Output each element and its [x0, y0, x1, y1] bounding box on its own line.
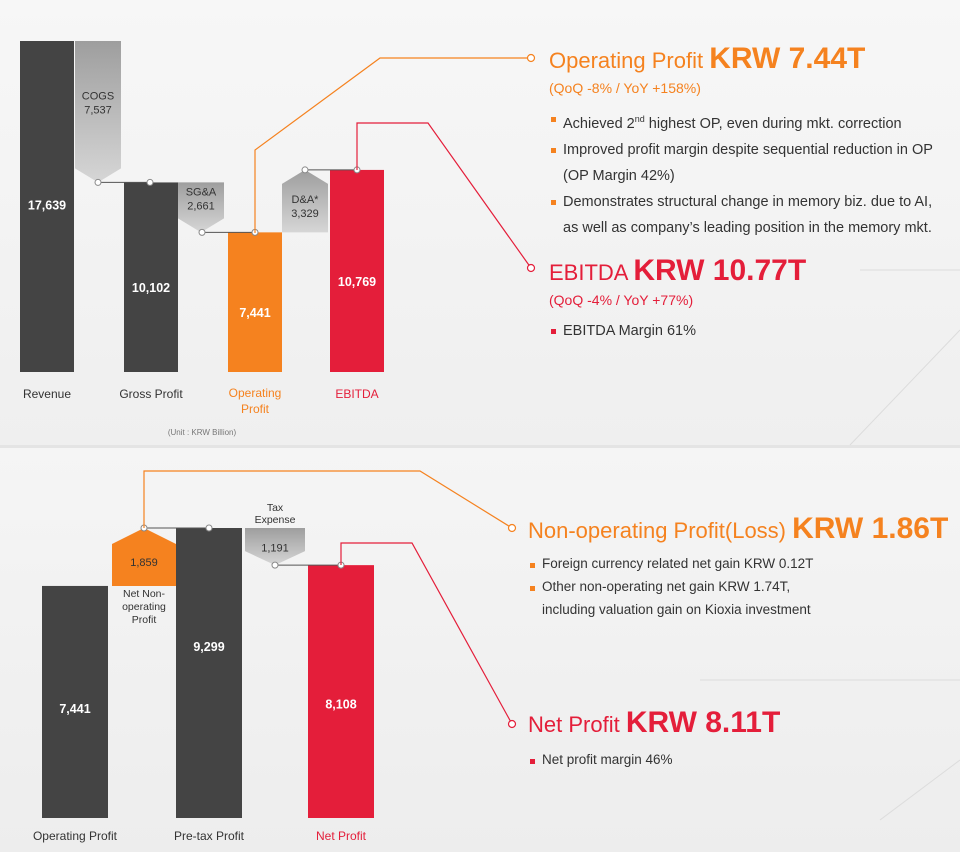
- bottom-step-value: 1,859: [130, 557, 158, 569]
- bottom-bar-value-label: 8,108: [325, 698, 356, 712]
- bottom-panel: [0, 448, 960, 852]
- op-growth: (QoQ -8% / YoY +158%): [549, 80, 701, 96]
- top-step-value: 3,329: [291, 208, 319, 220]
- net-leader-dot: [507, 719, 517, 729]
- bottom-category-label: Net Profit: [316, 829, 367, 843]
- net-bullet: Net profit margin 46%: [528, 748, 780, 771]
- nonop-headline: Non-operating Profit(Loss) KRW 1.86T: [528, 512, 948, 546]
- ebitda-title-label: EBITDA: [549, 260, 634, 285]
- top-category-label: Revenue: [23, 387, 71, 401]
- op-bullet: Improved profit margin despite sequentia…: [549, 137, 933, 163]
- top-category-label: EBITDA: [335, 387, 378, 401]
- bottom-bar-2: [308, 565, 374, 818]
- op-bullet: as well as company’s leading position in…: [563, 219, 932, 236]
- top-bar-0: [20, 41, 74, 372]
- top-bar-3: [330, 169, 384, 372]
- op-headline: Operating Profit KRW 7.44T: [549, 42, 933, 76]
- nonop-bullet: Foreign currency related net gain KRW 0.…: [528, 552, 948, 575]
- ebitda-bullets: EBITDA Margin 61%: [549, 318, 806, 344]
- top-bar-value-label: 10,769: [338, 275, 376, 289]
- nonop-callout: Non-operating Profit(Loss) KRW 1.86T For…: [528, 512, 948, 621]
- top-step-0: [75, 41, 121, 183]
- op-bullets: Achieved 2nd highest OP, even during mkt…: [549, 106, 933, 241]
- decor-line: [849, 329, 960, 446]
- nonop-bullet: Other non-operating net gain KRW 1.74T,: [528, 575, 948, 598]
- op-leader-dot: [526, 53, 536, 63]
- top-step-value: 2,661: [187, 200, 215, 212]
- net-title-label: Net Profit: [528, 712, 626, 737]
- top-bar-value-label: 7,441: [239, 306, 270, 320]
- bottom-category-label: Pre-tax Profit: [174, 829, 245, 843]
- bottom-bar-value-label: 9,299: [193, 640, 224, 654]
- top-bar-value-label: 10,102: [132, 282, 170, 296]
- ebitda-leader-line: [356, 122, 532, 269]
- nonop-bullet: including valuation gain on Kioxia inves…: [542, 602, 811, 617]
- op-title-value: KRW 7.44T: [709, 42, 866, 75]
- top-bar-2: [228, 232, 282, 372]
- top-step-2: [282, 169, 328, 233]
- top-step-value: 7,537: [84, 105, 112, 117]
- top-bar-value-label: 17,639: [28, 199, 66, 213]
- decor-line: [879, 759, 960, 821]
- ebitda-bullet: EBITDA Margin 61%: [549, 318, 806, 344]
- bottom-connector-dot: [205, 524, 213, 532]
- bottom-connector-dot: [271, 561, 279, 569]
- top-step-name: COGS: [82, 91, 114, 103]
- bottom-step-1: [245, 528, 305, 566]
- top-bar-1: [124, 182, 178, 372]
- bottom-category-label: Operating Profit: [33, 829, 118, 843]
- bottom-step-0: [112, 528, 176, 586]
- op-title-label: Operating Profit: [549, 48, 710, 73]
- top-connector-dot: [146, 178, 154, 186]
- unit-note: (Unit : KRW Billion): [168, 428, 237, 437]
- net-title-value: KRW 8.11T: [625, 706, 781, 739]
- ebitda-leader-dot: [526, 263, 536, 273]
- top-step-name: D&A*: [292, 194, 320, 206]
- net-headline: Net Profit KRW 8.11T: [528, 706, 780, 740]
- op-bullet: (OP Margin 42%): [563, 167, 675, 184]
- nonop-bullets: Foreign currency related net gain KRW 0.…: [528, 552, 948, 621]
- bottom-bar-value-label: 7,441: [59, 702, 90, 716]
- op-callout: Operating Profit KRW 7.44T (QoQ -8% / Yo…: [549, 42, 933, 241]
- op-bullet: Demonstrates structural change in memory…: [549, 189, 933, 215]
- bottom-step-name: Tax Expense: [255, 502, 296, 526]
- top-connector-dot: [198, 228, 206, 236]
- panel-divider: [0, 445, 960, 448]
- op-bullet: Achieved 2nd highest OP, even during mkt…: [549, 106, 933, 137]
- ebitda-growth: (QoQ -4% / YoY +77%): [549, 292, 694, 308]
- bottom-bar-0: [42, 585, 108, 818]
- nonop-title-value: KRW 1.86T: [792, 512, 949, 545]
- bottom-bar-1: [176, 528, 242, 818]
- bottom-step-name: Net Non-operating Profit: [122, 588, 166, 626]
- nonop-leader-line: [143, 470, 513, 529]
- top-step-name: SG&A: [186, 186, 217, 198]
- top-category-label: Gross Profit: [119, 387, 183, 401]
- net-bullets: Net profit margin 46%: [528, 748, 780, 771]
- top-connector-dot: [94, 178, 102, 186]
- bottom-step-value: 1,191: [261, 542, 289, 554]
- top-step-1: [178, 182, 224, 233]
- net-leader-line: [340, 542, 513, 725]
- nonop-title-label: Non-operating Profit(Loss): [528, 518, 793, 543]
- top-connector-dot: [301, 166, 309, 174]
- nonop-leader-dot: [507, 523, 517, 533]
- ebitda-callout: EBITDA KRW 10.77T (QoQ -4% / YoY +77%) E…: [549, 254, 806, 344]
- net-callout: Net Profit KRW 8.11T Net profit margin 4…: [528, 706, 780, 771]
- ebitda-title-value: KRW 10.77T: [633, 254, 807, 287]
- top-category-label: Operating Profit: [229, 386, 282, 416]
- op-leader-line: [254, 57, 531, 233]
- ebitda-headline: EBITDA KRW 10.77T: [549, 254, 806, 288]
